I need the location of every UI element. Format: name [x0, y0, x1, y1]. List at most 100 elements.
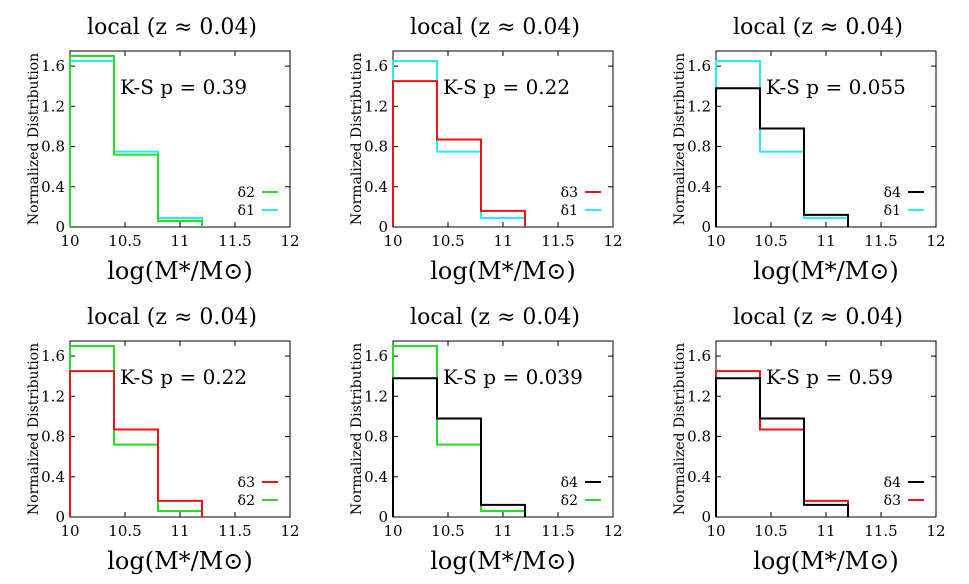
- histogram-series-1: [392, 345, 526, 517]
- ks-annotation: K-S p = 0.055: [766, 75, 906, 99]
- x-axis-label: log(M*/M⊙): [430, 257, 576, 285]
- histogram-series-1: [392, 60, 526, 227]
- ks-annotation: K-S p = 0.039: [443, 365, 583, 389]
- x-tick-label: 11: [493, 232, 512, 250]
- x-tick-label: 11.5: [864, 232, 897, 250]
- chart-title: local (z ≈ 0.04): [410, 15, 580, 40]
- x-tick-label: 10.5: [754, 522, 787, 540]
- histogram-series-1: [715, 60, 849, 227]
- y-axis-label: Normalized Distribution: [349, 53, 365, 225]
- y-tick-label: 0.4: [687, 468, 711, 486]
- x-tick-label: 10.5: [431, 232, 464, 250]
- x-tick-label: 11: [493, 522, 512, 540]
- x-axis-label: log(M*/M⊙): [753, 547, 899, 575]
- chart-title: local (z ≈ 0.04): [733, 305, 903, 330]
- histogram-series-0: [715, 87, 849, 227]
- ks-annotation: K-S p = 0.39: [120, 75, 247, 99]
- legend-label: δ4: [884, 475, 901, 491]
- legend-label: δ2: [238, 493, 255, 509]
- panel-svg: local (z ≈ 0.04) 0 0.4 0.8 1.2 1.6 10 10.5 11 11.…: [672, 15, 946, 285]
- y-tick-label: 0.8: [41, 428, 65, 446]
- y-tick-label: 0: [378, 508, 388, 526]
- legend-label: δ1: [884, 203, 901, 219]
- x-tick-label: 10.5: [108, 522, 141, 540]
- histogram-series-1: [69, 60, 203, 227]
- legend-label: δ1: [561, 203, 578, 219]
- y-axis-label: Normalized Distribution: [26, 53, 42, 225]
- x-axis-label: log(M*/M⊙): [107, 257, 253, 285]
- y-tick-label: 1.2: [687, 387, 711, 405]
- y-tick-label: 0.8: [364, 138, 388, 156]
- histogram-series-0: [69, 370, 203, 517]
- panel-svg: local (z ≈ 0.04) 0 0.4 0.8 1.2 1.6 10 10.5 11 11.…: [26, 305, 300, 575]
- x-axis-label: log(M*/M⊙): [430, 547, 576, 575]
- y-tick-label: 1.2: [41, 97, 65, 115]
- ks-annotation: K-S p = 0.22: [443, 75, 570, 99]
- x-tick-label: 11.5: [864, 522, 897, 540]
- histogram-panel: local (z ≈ 0.04) 0 0.4 0.8 1.2 1.6 10 10.5 11 11.…: [323, 290, 646, 580]
- x-tick-label: 11.5: [541, 232, 574, 250]
- y-tick-label: 1.6: [687, 347, 711, 365]
- panel-svg: local (z ≈ 0.04) 0 0.4 0.8 1.2 1.6 10 10.5 11 11.…: [349, 15, 623, 285]
- x-tick-label: 12: [280, 522, 299, 540]
- y-tick-label: 0.8: [41, 138, 65, 156]
- ks-annotation: K-S p = 0.22: [120, 365, 247, 389]
- y-tick-label: 0.4: [41, 178, 65, 196]
- x-tick-label: 10.5: [754, 232, 787, 250]
- histogram-panel: local (z ≈ 0.04) 0 0.4 0.8 1.2 1.6 10 10.5 11 11.…: [0, 290, 323, 580]
- histogram-series-0: [69, 55, 203, 227]
- histogram-series-0: [392, 80, 526, 227]
- y-tick-label: 0.8: [364, 428, 388, 446]
- legend-label: δ2: [238, 185, 255, 201]
- x-tick-label: 11: [816, 232, 835, 250]
- histogram-panel: local (z ≈ 0.04) 0 0.4 0.8 1.2 1.6 10 10.5 11 11.…: [323, 0, 646, 290]
- x-tick-label: 12: [926, 522, 945, 540]
- panel-svg: local (z ≈ 0.04) 0 0.4 0.8 1.2 1.6 10 10.5 11 11.…: [672, 305, 946, 575]
- x-tick-label: 11: [816, 522, 835, 540]
- x-tick-label: 10: [706, 522, 725, 540]
- chart-title: local (z ≈ 0.04): [733, 15, 903, 40]
- y-tick-label: 0.8: [687, 428, 711, 446]
- x-tick-label: 10: [383, 522, 402, 540]
- legend-label: δ4: [884, 185, 901, 201]
- y-tick-label: 0: [701, 508, 711, 526]
- y-tick-label: 1.6: [364, 57, 388, 75]
- y-tick-label: 0.4: [41, 468, 65, 486]
- legend-label: δ3: [884, 493, 901, 509]
- histogram-series-1: [715, 370, 849, 517]
- y-tick-label: 0.4: [687, 178, 711, 196]
- panel-svg: local (z ≈ 0.04) 0 0.4 0.8 1.2 1.6 10 10.5 11 11.…: [349, 305, 623, 575]
- chart-title: local (z ≈ 0.04): [410, 305, 580, 330]
- x-tick-label: 11: [170, 522, 189, 540]
- y-tick-label: 0.4: [364, 178, 388, 196]
- x-tick-label: 10: [706, 232, 725, 250]
- panel-svg: local (z ≈ 0.04) 0 0.4 0.8 1.2 1.6 10 10.5 11 11.…: [26, 15, 300, 285]
- y-tick-label: 1.2: [364, 97, 388, 115]
- y-axis-label: Normalized Distribution: [349, 343, 365, 515]
- y-tick-label: 1.2: [687, 97, 711, 115]
- x-tick-label: 12: [926, 232, 945, 250]
- y-tick-label: 0: [701, 218, 711, 236]
- y-tick-label: 1.6: [687, 57, 711, 75]
- y-tick-label: 0: [55, 218, 65, 236]
- histogram-panel: local (z ≈ 0.04) 0 0.4 0.8 1.2 1.6 10 10.5 11 11.…: [646, 0, 969, 290]
- histogram-series-1: [69, 345, 203, 517]
- x-tick-label: 11: [170, 232, 189, 250]
- y-tick-label: 1.6: [41, 347, 65, 365]
- x-tick-label: 11.5: [218, 232, 251, 250]
- histogram-panel: local (z ≈ 0.04) 0 0.4 0.8 1.2 1.6 10 10.5 11 11.…: [0, 0, 323, 290]
- y-tick-label: 0.4: [364, 468, 388, 486]
- x-tick-label: 11.5: [541, 522, 574, 540]
- chart-title: local (z ≈ 0.04): [87, 305, 257, 330]
- x-tick-label: 11.5: [218, 522, 251, 540]
- y-tick-label: 1.2: [364, 387, 388, 405]
- histogram-series-0: [392, 377, 526, 517]
- legend-label: δ1: [238, 203, 255, 219]
- legend-label: δ3: [238, 475, 255, 491]
- y-tick-label: 1.2: [41, 387, 65, 405]
- y-tick-label: 0: [378, 218, 388, 236]
- x-tick-label: 10: [60, 522, 79, 540]
- ks-annotation: K-S p = 0.59: [766, 365, 893, 389]
- x-tick-label: 10.5: [108, 232, 141, 250]
